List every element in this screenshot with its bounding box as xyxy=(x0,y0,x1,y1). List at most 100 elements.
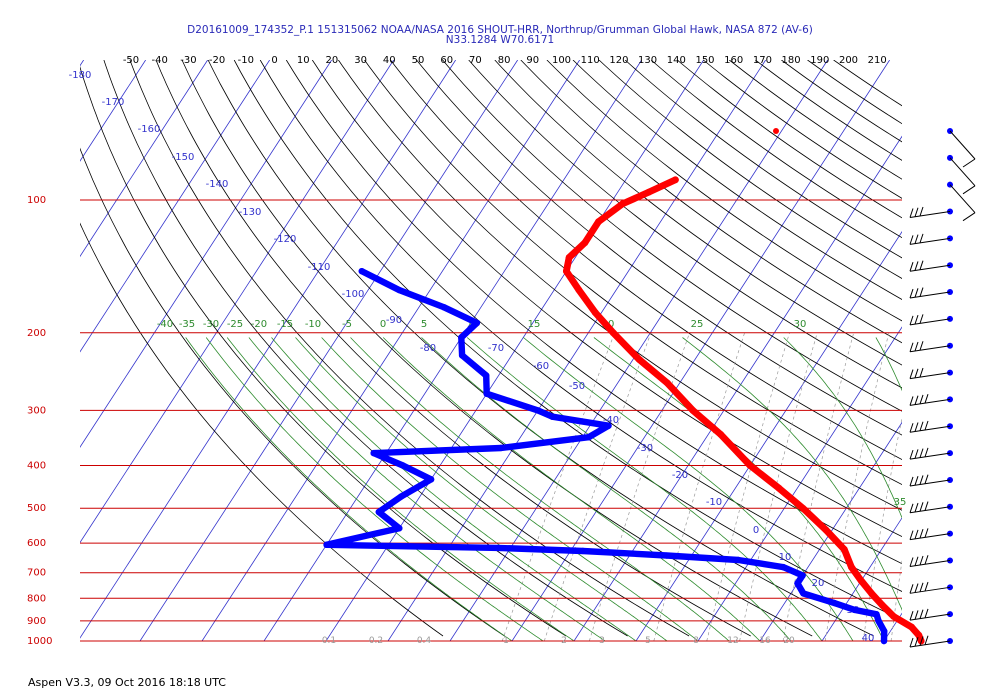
top-scale-label: 210 xyxy=(868,55,887,66)
dewpoint-point xyxy=(873,611,880,618)
wind-barb-feather xyxy=(914,476,919,486)
top-scale-label: -10 xyxy=(238,55,254,66)
dry-adiabat-line xyxy=(494,60,902,366)
dewpoint-point xyxy=(440,303,447,311)
moist-adiabat-line xyxy=(295,337,668,642)
isotherm-line xyxy=(573,135,902,642)
dewpoint-point xyxy=(875,617,882,625)
wind-barb-feather xyxy=(909,423,914,433)
mixing-ratio-label: 3 xyxy=(599,636,605,646)
moist-adiabat-label: 25 xyxy=(691,319,704,330)
wind-barb-feather xyxy=(909,449,914,460)
dewpoint-series xyxy=(323,267,888,645)
isotherm-line xyxy=(0,60,22,641)
dewpoint-point xyxy=(458,352,466,359)
temperature-point xyxy=(799,504,807,512)
wind-barb-feather xyxy=(909,584,914,594)
moist-adiabat-label: 35 xyxy=(894,497,907,508)
top-scale-label: 130 xyxy=(638,55,657,66)
temperature-series xyxy=(562,128,925,645)
wind-barb-feather xyxy=(914,422,919,432)
wind-barb-staff xyxy=(909,211,951,219)
wind-barb xyxy=(909,394,953,406)
isotherm-label: 10 xyxy=(779,552,792,563)
isotherm-label: -20 xyxy=(672,470,688,481)
wind-barb xyxy=(909,581,953,594)
dewpoint-point xyxy=(735,556,742,564)
wind-barb xyxy=(909,341,953,353)
dewpoint-point xyxy=(880,627,888,635)
wind-barb xyxy=(909,233,953,245)
pressure-tick-label: 700 xyxy=(27,568,46,579)
top-scale-label: 80 xyxy=(498,55,511,66)
dewpoint-point xyxy=(534,407,542,414)
isotherm-line xyxy=(201,60,580,642)
mixing-ratio-label: 16 xyxy=(759,636,771,646)
mixing-ratio-label: 5 xyxy=(645,636,651,646)
wind-barb xyxy=(909,314,953,326)
isotherm-label: -130 xyxy=(239,207,262,218)
moist-adiabat-line xyxy=(682,337,902,611)
moist-adiabat-line xyxy=(783,337,902,519)
dewpoint-point xyxy=(851,606,858,614)
wind-barb-flag xyxy=(962,158,976,168)
dewpoint-line xyxy=(323,268,888,645)
isotherm-label: 20 xyxy=(812,578,825,589)
dewpoint-point xyxy=(375,508,383,516)
isotherm-line xyxy=(80,60,332,448)
wind-barb-feather xyxy=(919,341,924,351)
mixing-ratio-lines xyxy=(501,332,902,642)
wind-barb-feather xyxy=(919,367,924,378)
isotherm-line xyxy=(449,60,828,642)
dry-adiabat-line xyxy=(80,222,444,637)
mixing-ratio-label: 12 xyxy=(727,636,738,646)
temperature-point xyxy=(717,430,725,438)
dewpoint-point xyxy=(579,547,587,555)
top-scale-label: -30 xyxy=(180,55,196,66)
moist-adiabat-label: 5 xyxy=(421,319,427,330)
wind-barb-feather xyxy=(919,555,924,566)
dewpoint-point xyxy=(880,637,888,645)
dry-adiabat-line xyxy=(520,60,902,344)
wind-barb-feather xyxy=(909,530,914,540)
moist-adiabat-line xyxy=(382,337,761,642)
wind-barb xyxy=(947,128,976,168)
chart-location: N33.1284 W70.6171 xyxy=(445,34,555,46)
top-scale-label: 120 xyxy=(609,55,628,66)
dry-adiabat-line xyxy=(755,60,902,161)
top-scale-label: -50 xyxy=(123,55,139,66)
wind-barb-feather xyxy=(924,474,929,484)
wind-barb-staff xyxy=(949,157,976,187)
top-scale-label: 110 xyxy=(581,55,600,66)
isotherm-line xyxy=(80,60,146,162)
dry-adiabat-line xyxy=(364,60,902,486)
wind-barb-feather xyxy=(914,261,919,271)
wind-barb-feather xyxy=(909,235,914,245)
top-scale-label: 150 xyxy=(695,55,714,66)
isotherm-line xyxy=(883,612,902,642)
wind-barb xyxy=(909,206,953,219)
wind-barb-feather xyxy=(914,583,919,593)
dry-adiabat-line xyxy=(833,60,902,107)
dewpoint-point xyxy=(663,552,670,559)
wind-barb xyxy=(909,367,953,380)
wind-barb-feather xyxy=(924,581,929,592)
mixing-ratio-label: 1 xyxy=(503,636,509,646)
wind-barb-feather xyxy=(914,556,919,566)
pressure-tick-label: 400 xyxy=(27,461,46,472)
footer-text: Aspen V3.3, 09 Oct 2016 18:18 UTC xyxy=(28,676,226,689)
mixing-ratio-label: 2 xyxy=(561,636,567,646)
wind-barb-feather xyxy=(919,448,924,458)
dewpoint-point xyxy=(831,599,838,607)
temperature-marker xyxy=(773,128,779,134)
pressure-tick-label: 300 xyxy=(27,405,46,416)
temperature-point xyxy=(689,407,697,414)
pressure-tick-label: 500 xyxy=(27,503,46,514)
wind-barb-staff xyxy=(909,452,951,460)
moist-adiabat-label: -20 xyxy=(251,319,267,330)
wind-barb-feather xyxy=(914,288,919,298)
wind-barb-feather xyxy=(909,476,914,487)
dry-adiabat-line xyxy=(703,60,902,199)
wind-barb-feather xyxy=(919,636,924,646)
